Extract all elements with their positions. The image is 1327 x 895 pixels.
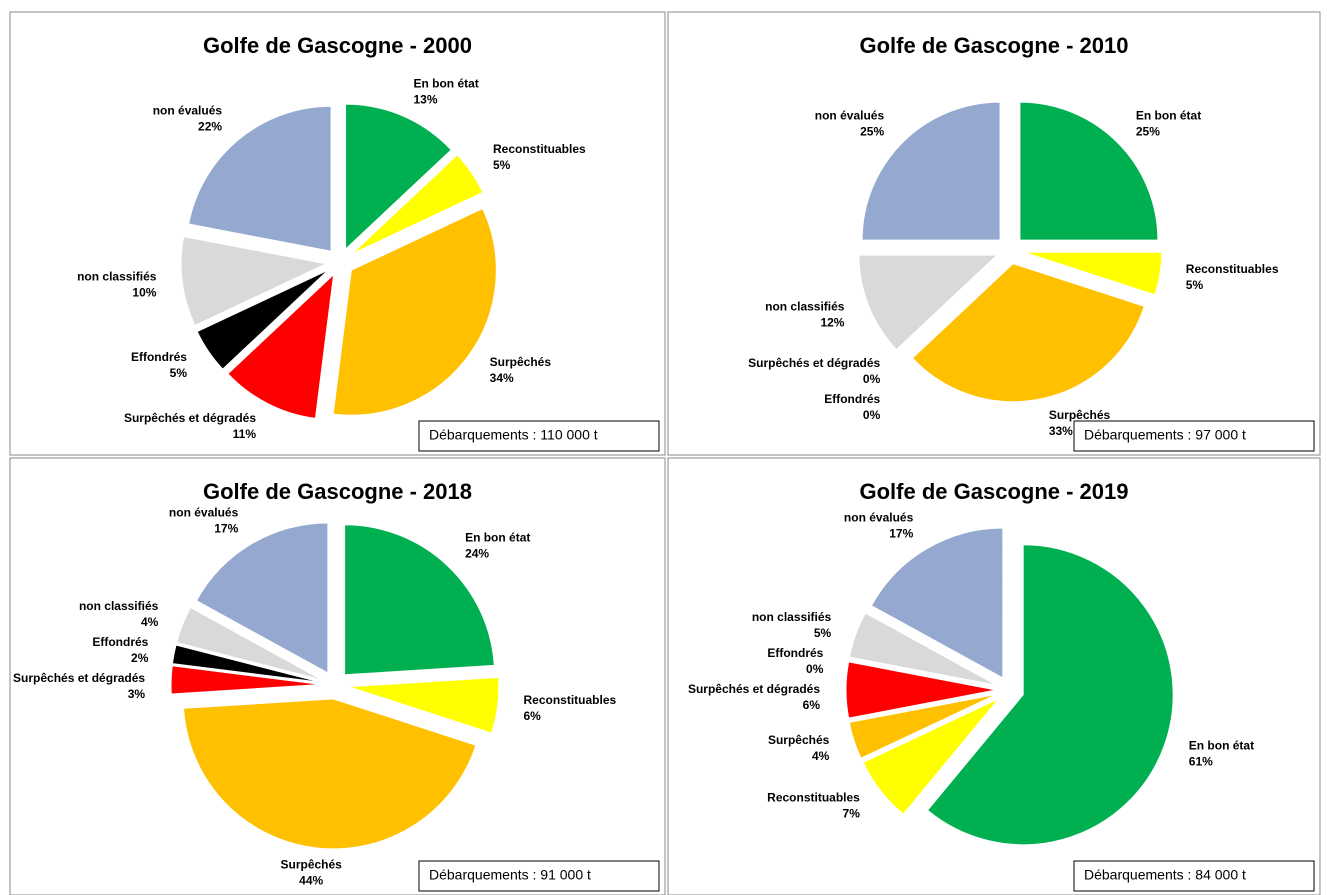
slice-label: Surpêchés et dégradés [748, 356, 880, 370]
annotation-box [418, 420, 660, 452]
slice-value: 25% [1136, 124, 1160, 138]
chart-title: Golfe de Gascogne - 2018 [203, 479, 472, 504]
slice-label: Reconstituables [1186, 262, 1279, 276]
slice-value: 5% [493, 158, 511, 172]
slice-value: 12% [820, 316, 844, 330]
chart-title: Golfe de Gascogne - 2010 [860, 33, 1129, 58]
slice-value: 3% [128, 687, 146, 701]
slice-value: 33% [1049, 424, 1073, 438]
pie-slice [911, 263, 1145, 403]
pie-slice [195, 522, 329, 674]
slice-label: Effondrés [767, 646, 823, 660]
slice-label: En bon état [413, 76, 478, 90]
pie-slice [861, 101, 1001, 241]
slice-label: Reconstituables [493, 142, 586, 156]
annotation: Débarquements : 91 000 t [429, 867, 591, 883]
slice-value: 10% [132, 285, 156, 299]
slice-label: non classifiés [79, 599, 159, 613]
chart-title: Golfe de Gascogne - 2019 [860, 479, 1129, 504]
pie-slice [845, 661, 997, 719]
slice-label: Surpêchés [281, 858, 343, 872]
slice-label: Effondrés [131, 350, 187, 364]
slice-value: 0% [863, 408, 881, 422]
pie-slice [858, 254, 999, 351]
slice-label: Effondrés [824, 392, 880, 406]
pie-slice [170, 665, 322, 695]
slice-value: 5% [170, 366, 188, 380]
pie-slice [171, 644, 322, 683]
pie-slice [848, 658, 997, 688]
slice-label: En bon état [1136, 108, 1201, 122]
pie-slice [183, 698, 477, 850]
slice-value: 5% [1186, 278, 1204, 292]
slice-value: 4% [812, 749, 830, 763]
pie-slice [344, 524, 495, 676]
slice-value: 7% [843, 807, 861, 821]
slice-value: 6% [524, 709, 542, 723]
slice-value: 25% [860, 124, 884, 138]
annotation: Débarquements : 84 000 t [1084, 867, 1246, 883]
slice-label: Surpêchés et dégradés [688, 682, 820, 696]
slice-value: 34% [490, 371, 514, 385]
slice-label: non classifiés [77, 269, 157, 283]
pie-slice [848, 693, 997, 759]
slice-label: En bon état [465, 531, 530, 545]
pie-slice [1019, 101, 1159, 241]
pie-slice [870, 527, 1004, 679]
pie-slice [176, 606, 323, 681]
slice-label: Reconstituables [767, 791, 860, 805]
pie-slice [348, 676, 500, 734]
slice-label: non évalués [844, 511, 914, 525]
slice-label: Surpêchés et dégradés [124, 411, 256, 425]
pie-slice [862, 698, 1000, 815]
slice-value: 0% [806, 662, 824, 676]
slice-label: non évalués [169, 506, 239, 520]
pie-slice [188, 105, 332, 252]
slice-value: 2% [131, 651, 149, 665]
slice-label: En bon état [1189, 739, 1254, 753]
chart-title: Golfe de Gascogne - 2000 [203, 33, 472, 58]
slice-label: non évalués [815, 108, 885, 122]
slice-label: Effondrés [92, 635, 148, 649]
pie-slice [926, 544, 1174, 846]
pie-slice [345, 103, 452, 251]
annotation: Débarquements : 97 000 t [1084, 427, 1246, 443]
slice-value: 13% [413, 92, 437, 106]
pie-slice [332, 207, 497, 416]
slice-value: 44% [299, 874, 323, 888]
annotation-box [1073, 420, 1315, 452]
slice-value: 22% [198, 120, 222, 134]
slice-label: Surpêchés [490, 355, 552, 369]
annotation: Débarquements : 110 000 t [429, 427, 598, 443]
annotation-box [418, 860, 660, 892]
slice-label: Surpêchés [1049, 408, 1111, 422]
annotation-box [1073, 860, 1315, 892]
pie-slice [227, 273, 335, 419]
slice-label: non classifiés [765, 300, 845, 314]
pie-slice [196, 269, 329, 370]
slice-value: 61% [1189, 755, 1213, 769]
panel [9, 457, 666, 895]
slice-value: 5% [814, 626, 832, 640]
slice-value: 17% [889, 527, 913, 541]
slice-value: 0% [863, 372, 881, 386]
slice-value: 17% [214, 522, 238, 536]
slice-label: non évalués [153, 104, 223, 118]
pie-slice [351, 154, 484, 255]
slice-value: 4% [141, 615, 159, 629]
slice-label: non classifiés [752, 610, 832, 624]
pie-slice [848, 612, 998, 686]
slice-label: Surpêchés et dégradés [13, 671, 145, 685]
slice-value: 6% [803, 698, 821, 712]
slice-label: Surpêchés [768, 733, 830, 747]
slice-label: Reconstituables [524, 693, 617, 707]
slice-value: 24% [465, 547, 489, 561]
pie-slice [898, 259, 1001, 355]
pie-slice [180, 235, 328, 327]
slice-value: 11% [233, 427, 257, 441]
pie-slice [1023, 251, 1163, 296]
